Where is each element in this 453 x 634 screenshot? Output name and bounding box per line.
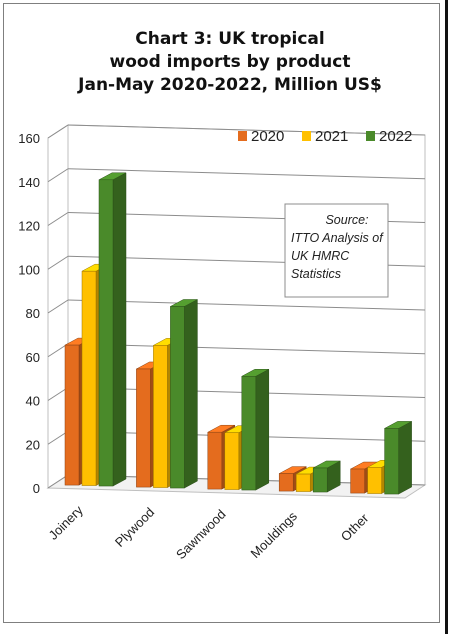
bar-front [81, 270, 97, 486]
legend-swatch [238, 131, 247, 141]
bars [64, 172, 412, 495]
bar-front [350, 468, 365, 494]
bar-2022-sawnwood [241, 368, 270, 491]
gridline [67, 168, 426, 180]
bar-front [367, 467, 382, 494]
page-edge [445, 0, 448, 634]
gridline-side [47, 343, 69, 358]
legend-swatch [302, 131, 311, 141]
legend-label: 2021 [315, 128, 348, 145]
bar-front [312, 467, 328, 493]
bar-side [112, 172, 127, 487]
y-tick-label: 0 [33, 481, 40, 496]
gridline-side [47, 124, 69, 139]
chart-title: Chart 3: UK tropical wood imports by pro… [40, 28, 420, 97]
x-tick-label: Other [338, 510, 372, 544]
title-line-2: wood imports by product [109, 52, 351, 72]
y-tick-label: 100 [18, 262, 40, 277]
bar-front [98, 179, 114, 487]
bar-front [64, 344, 80, 486]
annotation-line: Source: [325, 213, 368, 227]
annotation-line: Statistics [291, 267, 341, 281]
legend-label: 2022 [379, 128, 412, 145]
gridline-side [47, 212, 69, 226]
gridline [67, 299, 426, 311]
bar-front [153, 345, 168, 488]
y-tick-label: 120 [18, 219, 40, 234]
gridline-side [47, 474, 69, 489]
gridline-side [47, 430, 69, 445]
bar-front [384, 428, 399, 495]
annotation-line: ITTO Analysis of [291, 231, 384, 245]
gridline [67, 343, 426, 355]
bar-side [255, 368, 270, 491]
legend-label: 2020 [251, 128, 284, 145]
bar-front [295, 473, 311, 492]
y-tick-label: 20 [26, 437, 40, 452]
bar-front [241, 376, 257, 491]
x-tick-label: Mouldings [248, 508, 301, 561]
bar-front [224, 432, 240, 490]
bar-2022-mouldings [312, 460, 341, 493]
title-line-1: Chart 3: UK tropical [135, 29, 325, 49]
source-annotation: Source: ITTO Analysis of UK HMRC Statistics [284, 203, 389, 298]
title-line-3: Jan-May 2020-2022, Million US$ [78, 75, 382, 95]
bar-2022-joinery [98, 172, 127, 487]
gridline-side [47, 387, 69, 401]
x-tick-label: Joinery [46, 502, 87, 543]
y-tick-label: 40 [26, 394, 40, 409]
legend-swatch [366, 131, 375, 141]
y-tick-label: 80 [26, 306, 40, 321]
gridline-side [47, 299, 69, 314]
gridline-side [47, 255, 69, 270]
x-tick-label: Plywood [112, 505, 157, 550]
y-tick-label: 60 [26, 350, 40, 365]
y-tick-label: 160 [18, 131, 40, 146]
legend: 2020 2021 2022 [238, 128, 412, 145]
bar-2022-plywood [170, 299, 198, 489]
y-tick-label: 140 [18, 175, 40, 190]
bar-front [136, 368, 151, 488]
x-tick-label: Sawnwood [173, 507, 229, 563]
gridline-side [47, 168, 69, 183]
annotation-box [284, 203, 389, 298]
bar-2022-other [384, 420, 412, 495]
gridline [67, 124, 426, 136]
bar-front [170, 306, 185, 489]
bar-side [398, 420, 412, 495]
bar-front [278, 473, 294, 492]
annotation-line: UK HMRC [291, 249, 350, 263]
bar-side [184, 299, 198, 489]
bar-front [207, 431, 223, 490]
